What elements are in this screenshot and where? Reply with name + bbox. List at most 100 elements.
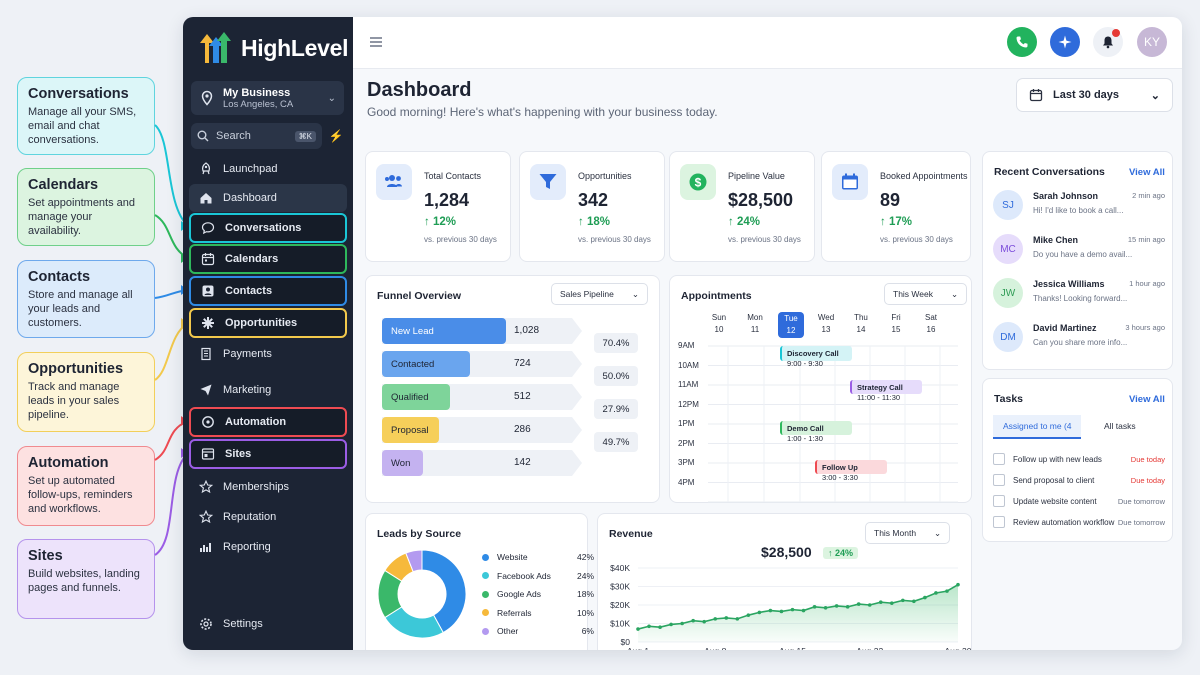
- conversation-item[interactable]: DM David Martinez 3 hours ago Can you share…: [993, 320, 1165, 364]
- revenue-point: [790, 607, 795, 612]
- month-select[interactable]: This Month ⌄: [865, 522, 951, 544]
- funnel-stage[interactable]: Proposal 286: [382, 417, 582, 443]
- calendar-day-fri[interactable]: Fri 15: [883, 312, 909, 338]
- funnel-stage[interactable]: Contacted 724: [382, 351, 582, 377]
- sidebar-item-launchpad[interactable]: Launchpad: [189, 155, 347, 183]
- day-number: 13: [821, 325, 831, 334]
- ai-assistant-button[interactable]: [1050, 27, 1080, 57]
- funnel-stage[interactable]: Won 142: [382, 450, 582, 476]
- sidebar-item-label: Settings: [223, 618, 263, 630]
- event-time: 1:00 - 1:30: [787, 434, 823, 444]
- sidebar-item-label: Reporting: [223, 541, 271, 553]
- sidebar-item-automation[interactable]: Automation: [189, 407, 347, 437]
- revenue-ytick: $30K: [610, 582, 630, 592]
- tab-assigned-to-me[interactable]: Assigned to me (4: [993, 415, 1081, 439]
- day-number: 11: [750, 325, 760, 334]
- revenue-xtick: Aug 15: [779, 646, 806, 650]
- funnel-stage[interactable]: New Lead 1,028: [382, 318, 582, 344]
- revenue-point: [735, 617, 740, 621]
- revenue-change-value: 24%: [835, 548, 854, 558]
- notifications-button[interactable]: [1093, 27, 1123, 57]
- date-range-select[interactable]: Last 30 days ⌄: [1016, 78, 1173, 112]
- calendar-day-thu[interactable]: Thu 14: [848, 312, 874, 338]
- legend-label: Other: [497, 626, 519, 636]
- page-subtitle: Good morning! Here's what's happening wi…: [367, 105, 718, 119]
- recent-view-all-link[interactable]: View All: [1129, 167, 1165, 178]
- phone-button[interactable]: [1007, 27, 1037, 57]
- legend-item: Other 6%: [482, 624, 594, 638]
- sidebar-item-label: Reputation: [223, 511, 277, 523]
- revenue-point: [658, 625, 662, 629]
- rocket-icon: [202, 162, 210, 175]
- user-avatar[interactable]: KY: [1137, 27, 1167, 57]
- day-name: Tue: [784, 314, 798, 323]
- revenue-point: [691, 618, 695, 623]
- calendar-icon-box: [832, 164, 868, 200]
- calendar-day-sun[interactable]: Sun 10: [706, 312, 732, 338]
- sidebar-item-label: Contacts: [225, 285, 273, 297]
- bolt-icon[interactable]: ⚡: [328, 129, 344, 143]
- hamburger-menu-icon[interactable]: [369, 35, 383, 49]
- calendar-day-sat[interactable]: Sat 16: [918, 312, 944, 338]
- revenue-change-badge: ↑ 24%: [823, 547, 859, 559]
- search-shortcut: ⌘K: [294, 130, 316, 142]
- week-select[interactable]: This Week ⌄: [884, 283, 968, 305]
- task-checkbox[interactable]: [993, 453, 1005, 465]
- sidebar-item-conversations[interactable]: Conversations: [189, 213, 347, 243]
- kpi-label: Opportunities: [578, 171, 632, 181]
- task-checkbox[interactable]: [993, 495, 1005, 507]
- annotation-sites: Sites Build websites, landing pages and f…: [17, 539, 155, 619]
- tab-all-tasks[interactable]: All tasks: [1104, 421, 1136, 431]
- funnel-stage-count: 512: [514, 391, 531, 402]
- brand-logo[interactable]: HighLevel: [199, 31, 349, 65]
- funnel-stage-label: Qualified: [391, 391, 429, 403]
- avatar: JW: [993, 278, 1023, 308]
- month-select-label: This Month: [874, 528, 917, 538]
- legend-percent: 18%: [576, 589, 594, 599]
- calendar-day-wed[interactable]: Wed 13: [813, 312, 839, 338]
- funnel-stage[interactable]: Qualified 512: [382, 384, 582, 410]
- conversation-item[interactable]: MC Mike Chen 15 min ago Do you have a demo …: [993, 232, 1165, 276]
- sidebar-item-opportunities[interactable]: Opportunities: [189, 308, 347, 338]
- message-preview: Thanks! Looking forward...: [1033, 294, 1128, 303]
- tasks-view-all-link[interactable]: View All: [1129, 394, 1165, 405]
- revenue-point: [901, 598, 905, 603]
- sidebar-item-marketing[interactable]: Marketing: [189, 376, 347, 404]
- appointment-event[interactable]: Follow Up 3:00 - 3:30: [815, 460, 887, 482]
- sidebar-item-settings[interactable]: Settings: [189, 610, 347, 638]
- business-switcher[interactable]: My Business Los Angeles, CA ⌄: [191, 81, 344, 115]
- sidebar-item-payments[interactable]: Payments: [189, 340, 347, 368]
- calendar-day-tue[interactable]: Tue 12: [778, 312, 804, 338]
- funnel-conversion-rate: 70.4%: [594, 333, 638, 353]
- appointment-event[interactable]: Strategy Call 11:00 - 11:30: [850, 380, 922, 402]
- sidebar-item-reporting[interactable]: Reporting: [189, 533, 347, 561]
- sidebar-item-label: Marketing: [223, 384, 272, 396]
- conversation-item[interactable]: SJ Sarah Johnson 2 min ago Hi! I'd like to …: [993, 188, 1165, 232]
- task-checkbox[interactable]: [993, 516, 1005, 528]
- sidebar-item-sites[interactable]: Sites: [189, 439, 347, 469]
- sidebar-item-memberships[interactable]: Memberships: [189, 473, 347, 501]
- arrow-up-icon: ↑: [424, 216, 433, 228]
- search-label: Search: [216, 130, 251, 142]
- appointment-event[interactable]: Discovery Call 9:00 - 9:30: [780, 346, 852, 368]
- task-item: Send proposal to client Due today: [993, 472, 1165, 488]
- kpi-label: Booked Appointments: [880, 171, 968, 181]
- chat-icon: [201, 222, 215, 235]
- revenue-point: [768, 608, 773, 613]
- sidebar-item-contacts[interactable]: Contacts: [189, 276, 347, 306]
- calendar-day-mon[interactable]: Mon 11: [742, 312, 768, 338]
- task-checkbox[interactable]: [993, 474, 1005, 486]
- task-text: Review automation workflow: [1013, 517, 1115, 527]
- sparkle-icon: [1058, 35, 1072, 49]
- payments-icon: [201, 347, 211, 361]
- conversation-item[interactable]: JW Jessica Williams 1 hour ago Thanks! Look…: [993, 276, 1165, 320]
- search-input[interactable]: Search ⌘K: [191, 123, 322, 149]
- appointment-event[interactable]: Demo Call 1:00 - 1:30: [780, 421, 852, 443]
- pipeline-select[interactable]: Sales Pipeline ⌄: [551, 283, 648, 305]
- message-preview: Can you share more info...: [1033, 338, 1128, 347]
- sidebar-item-dashboard[interactable]: Dashboard: [189, 184, 347, 212]
- sidebar-item-calendars[interactable]: Calendars: [189, 244, 347, 274]
- sidebar-item-reputation[interactable]: Reputation: [189, 503, 347, 531]
- revenue-area: [638, 584, 958, 642]
